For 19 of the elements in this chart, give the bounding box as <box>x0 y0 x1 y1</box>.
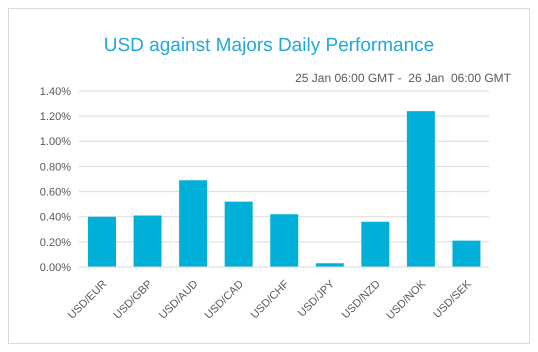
bar <box>316 263 344 267</box>
y-tick-label: 1.00% <box>40 136 72 148</box>
chart-subtitle: 25 Jan 06:00 GMT - 26 Jan 06:00 GMT <box>295 71 511 85</box>
bar <box>452 240 480 267</box>
chart-title: USD against Majors Daily Performance <box>102 35 436 57</box>
bar <box>224 202 253 267</box>
y-tick-label: 1.20% <box>40 111 72 124</box>
y-tick-label: 0.20% <box>40 236 72 249</box>
y-tick-label: 0.00% <box>40 262 72 274</box>
bar <box>179 180 208 267</box>
bar <box>270 214 298 267</box>
bar <box>361 222 390 267</box>
y-tick-label: 0.60% <box>40 186 72 198</box>
bar <box>88 216 116 267</box>
bar <box>134 215 162 267</box>
bar <box>406 111 435 267</box>
y-tick-label: 1.40% <box>40 86 72 98</box>
y-tick-label: 0.80% <box>40 161 72 174</box>
y-tick-label: 0.40% <box>40 212 72 224</box>
